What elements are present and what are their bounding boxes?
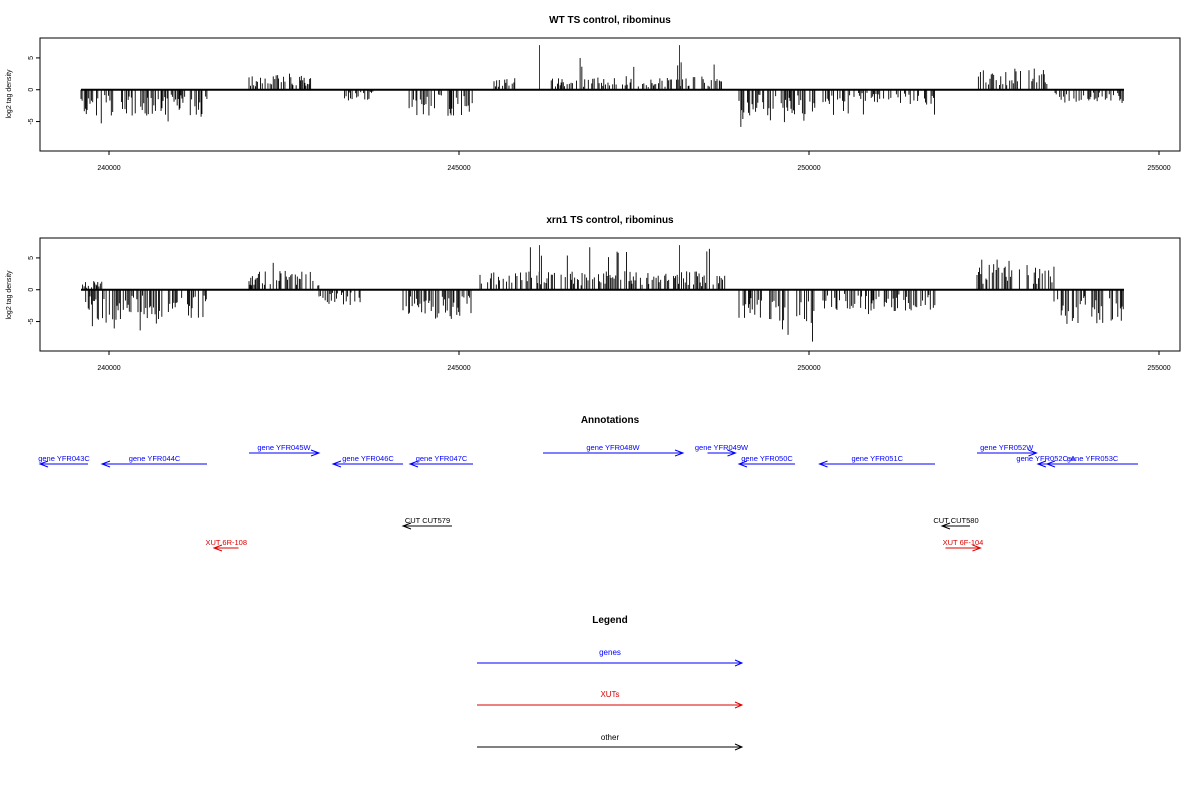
feature-gene: gene YFR052W xyxy=(977,443,1038,457)
x-tick-label: 245000 xyxy=(447,165,470,172)
feature-gene: gene YFR045W xyxy=(249,443,321,457)
feature-label: XUT 6R-108 xyxy=(205,538,247,547)
feature-arrow-head xyxy=(1045,460,1056,468)
feature-arrow-head xyxy=(100,460,111,468)
feature-label: gene YFR052C-A xyxy=(1016,454,1075,463)
feature-arrow-head xyxy=(1028,449,1038,457)
x-axis: 240000 245000 250000 255000 xyxy=(97,351,1171,372)
feature-gene: gene YFR050C xyxy=(737,454,795,468)
panel-title: xrn1 TS control, ribominus xyxy=(546,215,674,226)
feature-label: gene YFR048W xyxy=(586,443,640,452)
feature-other: CUT CUT579 xyxy=(401,516,452,530)
panel-title: WT TS control, ribominus xyxy=(549,15,671,26)
legend-item-genes: genes xyxy=(477,648,744,667)
y-axis: -5 0 5 xyxy=(28,56,40,125)
feature-label: gene YFR046C xyxy=(342,454,394,463)
feature-other: CUT CUT580 xyxy=(933,516,979,530)
x-axis: 240000 245000 250000 255000 xyxy=(97,151,1171,172)
y-tick-label: -5 xyxy=(28,118,35,124)
feature-arrow-head xyxy=(727,449,737,457)
feature-arrow-head xyxy=(1036,460,1047,468)
plot-frame xyxy=(39,237,1181,352)
legend-item-xuts: XUTs xyxy=(477,690,744,709)
y-tick-label: 5 xyxy=(28,56,35,60)
x-tick-label: 240000 xyxy=(97,365,120,372)
feature-label: gene YFR050C xyxy=(741,454,793,463)
feature-label: XUT 6F-104 xyxy=(943,538,984,547)
legend-label: XUTs xyxy=(600,690,619,699)
feature-gene: gene YFR046C xyxy=(331,454,403,468)
feature-arrow-head xyxy=(212,544,223,552)
y-tick-label: -5 xyxy=(28,318,35,324)
signal-bars xyxy=(80,58,1124,127)
legend-item-other: other xyxy=(477,733,744,751)
legend-label: genes xyxy=(599,648,621,657)
annotations-title: Annotations xyxy=(581,415,640,426)
x-tick-label: 255000 xyxy=(1147,365,1170,372)
feature-label: gene YFR049W xyxy=(695,443,749,452)
feature-label: gene YFR047C xyxy=(416,454,468,463)
feature-label: gene YFR044C xyxy=(129,454,181,463)
feature-arrow-head xyxy=(972,544,982,552)
feature-gene: gene YFR047C xyxy=(408,454,473,468)
x-tick-label: 250000 xyxy=(797,165,820,172)
y-axis-label: log2 tag density xyxy=(6,270,13,320)
feature-arrow-head xyxy=(408,460,419,468)
feature-arrow-head xyxy=(737,460,748,468)
feature-xut: XUT 6R-108 xyxy=(205,538,247,552)
annotation-track: Annotations gene YFR043C gene YFR044Cgene… xyxy=(38,415,1138,552)
feature-list: gene YFR043C gene YFR044C gene YFR045W gene… xyxy=(38,443,1138,552)
feature-label: gene YFR051C xyxy=(851,454,903,463)
feature-arrow-head xyxy=(331,460,342,468)
marker-bars xyxy=(539,45,680,90)
legend-arrow-head xyxy=(734,743,744,751)
feature-gene: gene YFR048W xyxy=(543,443,685,457)
legend-title: Legend xyxy=(592,615,628,626)
feature-arrow-head xyxy=(310,449,321,457)
feature-arrow-head xyxy=(38,460,49,468)
feature-xut: XUT 6F-104 xyxy=(943,538,984,552)
x-tick-label: 255000 xyxy=(1147,165,1170,172)
x-tick-label: 240000 xyxy=(97,165,120,172)
feature-label: CUT CUT579 xyxy=(405,516,450,525)
feature-gene: gene YFR043C xyxy=(38,454,90,468)
legend-arrow-head xyxy=(734,659,744,667)
feature-label: gene YFR053C xyxy=(1067,454,1119,463)
feature-label: CUT CUT580 xyxy=(933,516,978,525)
legend-label: other xyxy=(601,733,620,742)
x-tick-label: 250000 xyxy=(797,365,820,372)
y-tick-label: 5 xyxy=(28,256,35,260)
xrn1-signal-panel: xrn1 TS control, ribominus log2 tag dens… xyxy=(6,215,1181,372)
feature-gene: gene YFR044C xyxy=(100,454,207,468)
feature-gene: gene YFR053C xyxy=(1045,454,1138,468)
y-tick-label: 0 xyxy=(28,288,35,292)
legend-arrow-head xyxy=(734,701,744,709)
x-tick-label: 245000 xyxy=(447,365,470,372)
feature-arrow-head xyxy=(401,522,412,530)
wt-signal-panel: WT TS control, ribominus log2 tag densit… xyxy=(6,15,1181,172)
signal-bars xyxy=(82,247,1124,342)
feature-label: gene YFR043C xyxy=(38,454,90,463)
feature-gene: gene YFR051C xyxy=(818,454,935,468)
legend: Legend genes XUTs other xyxy=(477,615,744,751)
marker-bars xyxy=(539,245,680,290)
feature-label: gene YFR052W xyxy=(980,443,1034,452)
y-tick-label: 0 xyxy=(28,88,35,92)
y-axis-label: log2 tag density xyxy=(6,69,13,119)
y-axis: -5 0 5 xyxy=(28,256,40,325)
feature-arrow-head xyxy=(940,522,951,530)
feature-arrow-head xyxy=(818,460,828,468)
feature-gene: gene YFR049W xyxy=(695,443,749,457)
feature-label: gene YFR045W xyxy=(257,443,311,452)
plot-frame xyxy=(39,37,1181,152)
feature-arrow-head xyxy=(674,449,685,457)
